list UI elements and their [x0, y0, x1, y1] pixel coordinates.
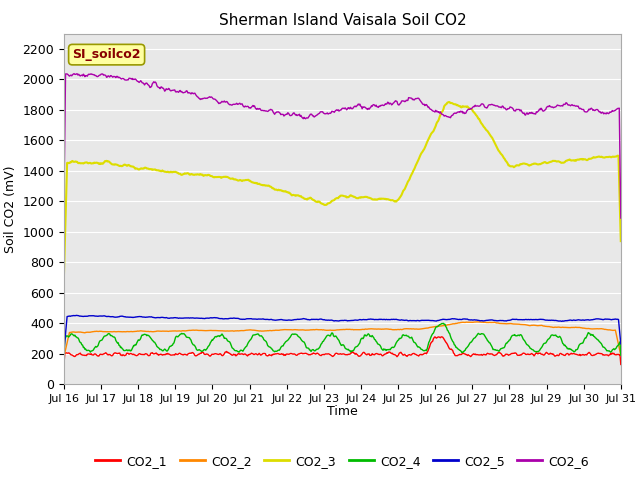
CO2_4 — [70, 333, 78, 339]
CO2_5 — [617, 341, 625, 347]
CO2_2 — [474, 319, 482, 325]
CO2_4 — [617, 352, 625, 358]
CO2_4 — [410, 339, 418, 345]
CO2_3 — [60, 270, 68, 276]
CO2_4 — [426, 336, 434, 342]
Text: SI_soilco2: SI_soilco2 — [72, 48, 141, 61]
CO2_2 — [127, 329, 135, 335]
CO2_3 — [426, 132, 434, 138]
CO2_3 — [617, 238, 625, 244]
Legend: CO2_1, CO2_2, CO2_3, CO2_4, CO2_5, CO2_6: CO2_1, CO2_2, CO2_3, CO2_4, CO2_5, CO2_6 — [90, 450, 595, 473]
CO2_4 — [184, 335, 192, 340]
CO2_5 — [411, 318, 419, 324]
CO2_2 — [617, 352, 625, 358]
Title: Sherman Island Vaisala Soil CO2: Sherman Island Vaisala Soil CO2 — [219, 13, 466, 28]
CO2_1 — [127, 351, 135, 357]
CO2_6 — [185, 90, 193, 96]
CO2_5 — [60, 348, 68, 353]
CO2_1 — [617, 361, 625, 367]
CO2_1 — [184, 351, 192, 357]
CO2_4 — [214, 333, 221, 339]
CO2_1 — [60, 361, 68, 367]
Line: CO2_5: CO2_5 — [64, 315, 621, 350]
CO2_2 — [184, 328, 192, 334]
CO2_2 — [214, 328, 221, 334]
CO2_1 — [214, 351, 221, 357]
X-axis label: Time: Time — [327, 405, 358, 418]
CO2_3 — [184, 170, 192, 176]
CO2_6 — [70, 71, 78, 76]
Line: CO2_4: CO2_4 — [64, 324, 621, 355]
CO2_6 — [428, 107, 435, 112]
CO2_4 — [440, 321, 447, 326]
CO2_5 — [428, 318, 435, 324]
CO2_6 — [60, 195, 68, 201]
CO2_5 — [214, 315, 222, 321]
CO2_6 — [617, 215, 625, 221]
CO2_6 — [214, 100, 222, 106]
Line: CO2_3: CO2_3 — [64, 102, 621, 273]
CO2_6 — [411, 96, 419, 102]
CO2_5 — [185, 315, 193, 321]
CO2_3 — [214, 174, 221, 180]
CO2_6 — [128, 75, 136, 81]
CO2_2 — [426, 324, 434, 330]
CO2_1 — [410, 350, 418, 356]
CO2_1 — [426, 341, 434, 347]
CO2_5 — [128, 314, 136, 320]
CO2_1 — [70, 353, 78, 359]
CO2_6 — [71, 72, 79, 77]
CO2_2 — [70, 329, 78, 335]
CO2_5 — [70, 313, 78, 319]
CO2_1 — [431, 334, 439, 340]
CO2_2 — [410, 326, 418, 332]
CO2_4 — [127, 348, 135, 353]
CO2_5 — [72, 312, 80, 318]
CO2_3 — [127, 163, 135, 169]
CO2_4 — [60, 352, 68, 358]
Line: CO2_2: CO2_2 — [64, 322, 621, 357]
Line: CO2_6: CO2_6 — [64, 73, 621, 218]
CO2_3 — [70, 159, 78, 165]
CO2_3 — [410, 167, 418, 172]
CO2_2 — [60, 354, 68, 360]
CO2_3 — [445, 99, 452, 105]
Line: CO2_1: CO2_1 — [64, 337, 621, 364]
Y-axis label: Soil CO2 (mV): Soil CO2 (mV) — [4, 165, 17, 252]
